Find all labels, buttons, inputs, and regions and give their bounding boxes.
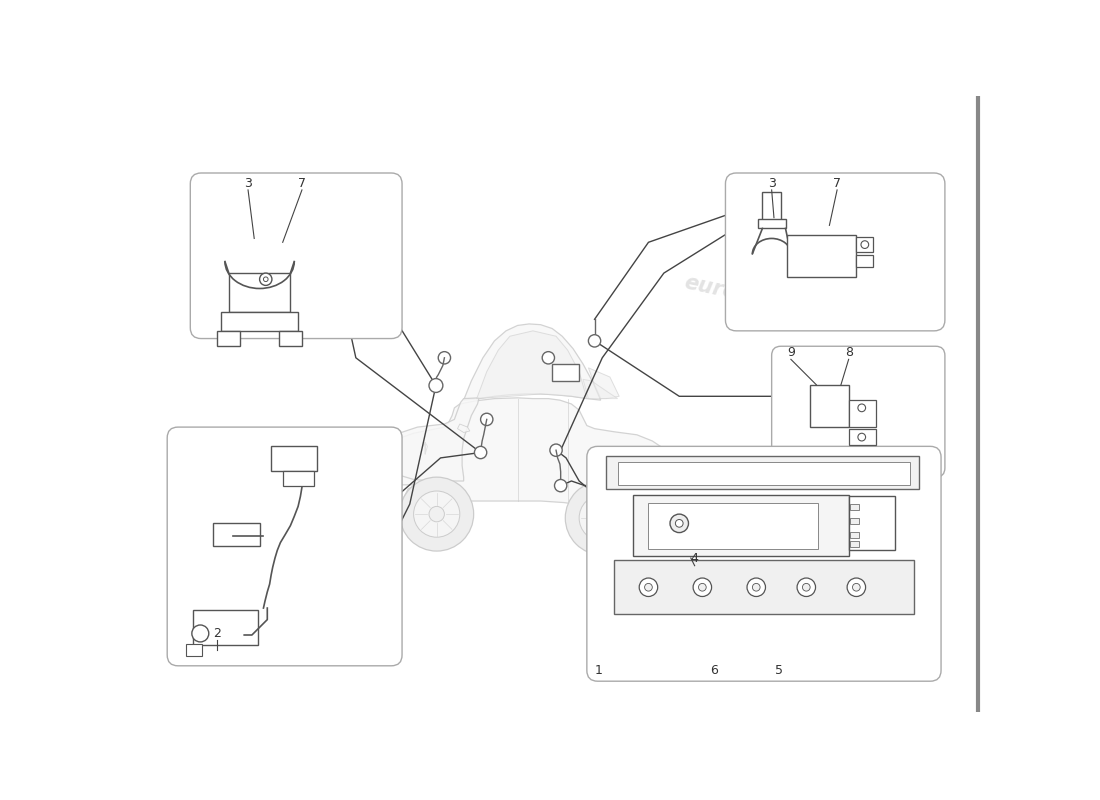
Circle shape [693,578,712,597]
Bar [849,400,876,427]
Polygon shape [618,462,911,485]
Bar [221,312,298,331]
Circle shape [438,352,451,364]
Bar [810,385,849,427]
Bar [186,644,202,656]
Circle shape [858,434,866,441]
Text: 2: 2 [213,627,221,640]
Polygon shape [583,379,618,398]
Circle shape [429,506,444,522]
Circle shape [191,625,209,642]
Bar [649,502,818,549]
FancyBboxPatch shape [167,427,403,666]
Bar [279,331,301,346]
Text: eurospares: eurospares [690,539,823,577]
Circle shape [747,578,766,597]
Circle shape [594,510,609,526]
Bar [283,471,313,486]
Circle shape [847,578,866,597]
Bar [229,273,290,312]
Polygon shape [383,398,480,481]
Circle shape [798,578,815,597]
Text: eurospares: eurospares [682,273,815,320]
Text: 3: 3 [244,177,252,190]
Circle shape [429,378,443,393]
Circle shape [861,241,869,249]
FancyBboxPatch shape [726,173,945,331]
FancyBboxPatch shape [772,346,945,477]
Text: 7: 7 [298,177,306,190]
Polygon shape [588,368,619,398]
Circle shape [858,404,866,412]
Bar [850,541,859,547]
Circle shape [803,583,810,591]
Circle shape [670,514,689,533]
Bar [213,523,260,546]
Circle shape [481,414,493,426]
Bar [856,255,873,267]
Circle shape [414,491,460,538]
Polygon shape [382,398,683,537]
Polygon shape [476,331,587,398]
Circle shape [752,583,760,591]
Bar [850,504,859,510]
Circle shape [260,273,272,286]
Polygon shape [606,456,920,489]
Circle shape [698,583,706,591]
FancyBboxPatch shape [190,173,403,338]
Text: eurospares: eurospares [208,539,342,577]
Bar [850,518,859,524]
Circle shape [565,481,639,555]
Text: 3: 3 [768,177,776,190]
Text: 4: 4 [691,552,698,565]
Text: 6: 6 [710,663,718,677]
Circle shape [639,578,658,597]
Text: 7: 7 [833,177,842,190]
Bar [850,532,859,538]
Circle shape [645,583,652,591]
Text: 1: 1 [594,663,603,677]
Circle shape [852,583,860,591]
Bar [271,446,317,471]
Text: eurospares: eurospares [228,281,361,327]
Circle shape [264,277,268,282]
Polygon shape [458,424,470,433]
Circle shape [550,444,562,456]
Circle shape [554,479,566,492]
Bar [614,560,914,614]
Bar [634,495,849,557]
Circle shape [474,446,487,458]
FancyBboxPatch shape [587,446,942,682]
Bar [192,610,258,645]
Bar [788,234,856,277]
Text: 5: 5 [776,663,783,677]
Circle shape [588,334,601,347]
Circle shape [579,495,625,541]
Text: 8: 8 [845,346,853,359]
Circle shape [542,352,554,364]
Bar [849,430,876,445]
Bar [552,364,580,381]
Circle shape [399,477,474,551]
Bar [856,237,873,252]
Circle shape [675,519,683,527]
Bar [849,496,895,550]
Polygon shape [464,324,601,400]
Bar [758,219,785,229]
Bar [762,192,781,222]
Bar [218,331,240,346]
Text: 9: 9 [786,346,795,359]
